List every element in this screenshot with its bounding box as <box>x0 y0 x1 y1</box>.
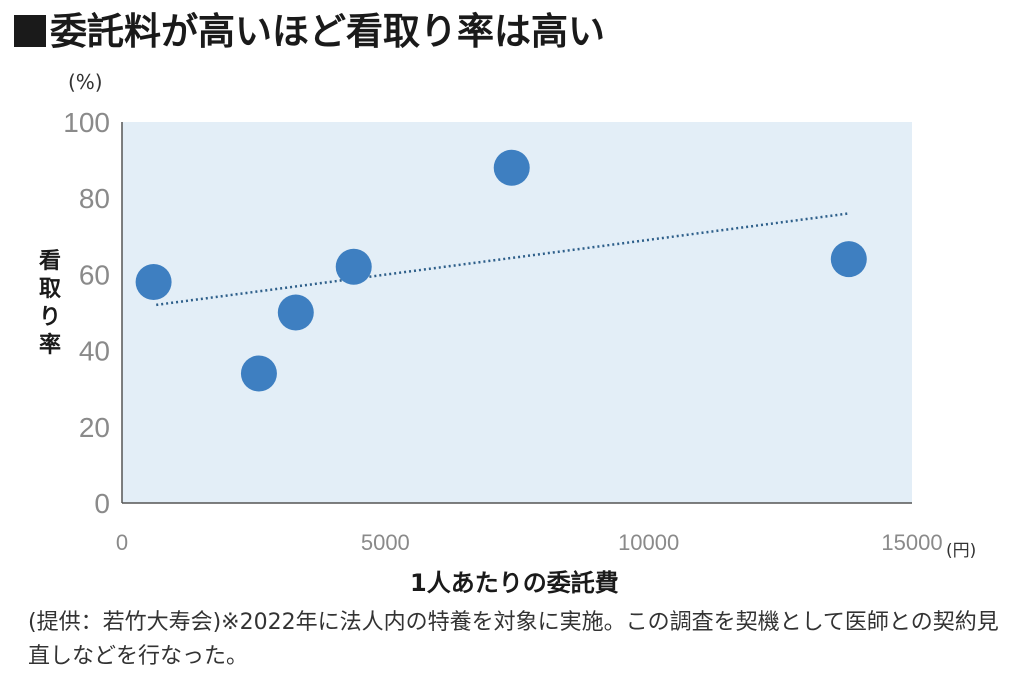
trend-line <box>156 212 849 307</box>
chart-title-text: 委託料が高いほど看取り率は高い <box>50 10 605 53</box>
source-note: (提供：若竹大寿会)※2022年に法人内の特養を対象に実施。この調査を契機として… <box>28 610 999 669</box>
x-tick-label: 5000 <box>361 530 410 555</box>
x-axis-unit: (円) <box>946 541 977 561</box>
y-tick-label: 20 <box>79 412 110 443</box>
y-axis-label-char: 取 <box>38 277 61 302</box>
x-axis-label: 1人あたりの委託費 <box>410 569 619 597</box>
y-tick-label: 80 <box>79 183 110 214</box>
y-axis-label-char: 看 <box>38 249 61 274</box>
data-point <box>277 294 314 331</box>
data-point <box>240 355 277 392</box>
chart-title: 委託料が高いほど看取り率は高い <box>14 8 605 56</box>
data-point <box>335 248 372 285</box>
y-tick-label: 0 <box>94 488 110 519</box>
x-tick-label: 15000 <box>881 530 942 555</box>
data-point <box>830 241 867 278</box>
y-tick-label: 60 <box>79 259 110 290</box>
title-square-bullet <box>14 15 46 47</box>
y-axis-unit: (%) <box>68 70 103 94</box>
plot-area <box>122 122 912 503</box>
x-tick-label: 10000 <box>618 530 679 555</box>
data-point <box>135 264 172 301</box>
scatter-chart: 0 20 40 60 80 100 0 5000 10000 15000 <box>63 107 942 555</box>
y-axis-label: 看 取 り 率 <box>36 248 64 360</box>
data-point <box>493 149 530 186</box>
y-axis-label-char: り <box>38 305 61 330</box>
y-tick-label: 40 <box>79 336 110 367</box>
y-tick-label: 100 <box>63 107 110 138</box>
x-tick-label: 0 <box>116 530 128 555</box>
y-axis-label-char: 率 <box>38 333 61 358</box>
